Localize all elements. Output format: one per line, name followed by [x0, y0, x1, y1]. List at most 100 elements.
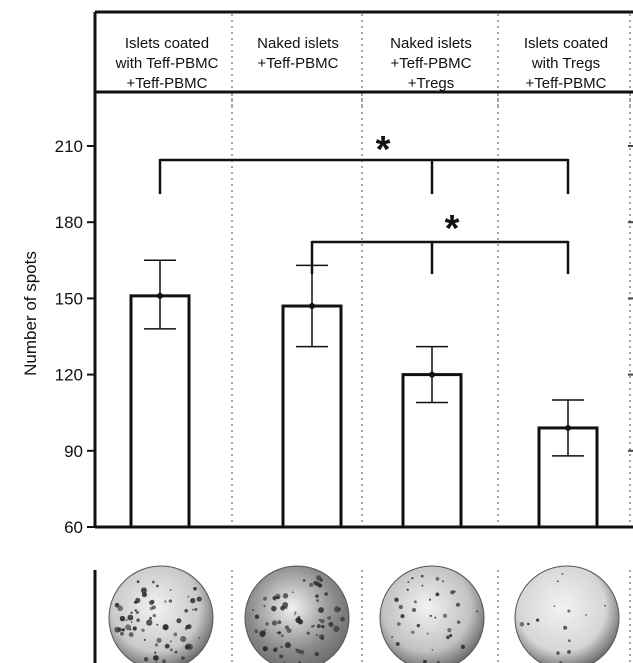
- well-spot: [143, 638, 146, 641]
- well-spot: [420, 574, 424, 578]
- mean-marker: [309, 303, 315, 310]
- mean-marker: [429, 371, 435, 378]
- well-spot: [553, 605, 556, 607]
- well-spot: [184, 608, 189, 613]
- well-spot: [446, 635, 450, 640]
- well-spot: [280, 646, 283, 648]
- category-label-line: Naked islets: [257, 35, 339, 52]
- well-spot: [148, 600, 154, 606]
- well-spot: [176, 618, 182, 624]
- well-spot: [435, 576, 440, 581]
- well-spot: [442, 613, 448, 618]
- category-label-line: with Teff-PBMC: [115, 55, 219, 72]
- category-label-line: +Teff-PBMC: [391, 55, 472, 72]
- well-spot: [117, 605, 124, 612]
- well-spot: [556, 651, 560, 655]
- well-spot: [563, 625, 568, 630]
- well-images-panel: [93, 565, 631, 663]
- well-spot: [263, 604, 266, 608]
- well-spot: [169, 589, 172, 592]
- well-spot: [130, 621, 133, 623]
- well-spot: [181, 656, 185, 660]
- well-spot: [293, 613, 296, 616]
- well-spot: [411, 630, 415, 635]
- well-image: [379, 565, 485, 663]
- well-spot: [328, 621, 334, 627]
- well-spot: [436, 660, 440, 663]
- y-tick-label: 210: [55, 137, 83, 156]
- well-spot: [316, 599, 320, 602]
- well-spot: [125, 624, 132, 631]
- well-spot: [435, 592, 440, 597]
- well-spot: [431, 649, 434, 651]
- well-spot: [119, 615, 126, 622]
- mean-marker: [157, 292, 163, 299]
- significance-star: *: [445, 208, 460, 250]
- well-spot: [136, 580, 140, 584]
- category-label-line: +Teff-PBMC: [526, 75, 607, 92]
- well-spot: [277, 620, 282, 625]
- well-spot: [292, 591, 294, 594]
- well-spot: [396, 622, 401, 626]
- well-spot: [441, 580, 444, 583]
- well-spot: [327, 616, 332, 620]
- well-spot: [333, 625, 340, 633]
- well-spot: [120, 631, 124, 636]
- category-label-line: with Tregs: [531, 55, 600, 72]
- well-spot: [460, 644, 466, 649]
- well-spot: [121, 628, 125, 632]
- well-spot: [519, 622, 525, 627]
- well-spot: [169, 648, 173, 652]
- well-spot: [338, 608, 341, 611]
- category-header-panel: Islets coated with Teff-PBMC +Teff-PBMC Nak…: [93, 10, 633, 110]
- well-spot: [561, 572, 564, 575]
- well-spot: [141, 591, 148, 598]
- well-spot: [318, 618, 321, 622]
- well-spot: [297, 619, 304, 625]
- well-spot: [306, 631, 310, 635]
- well-spot: [192, 608, 194, 611]
- well-spot: [295, 648, 298, 651]
- well-spot: [184, 644, 190, 650]
- well-spot: [259, 632, 265, 638]
- y-tick-label: 90: [64, 442, 83, 461]
- well-spot: [130, 611, 133, 614]
- well-spot: [135, 610, 139, 615]
- well-spot: [279, 654, 284, 659]
- well-spot: [154, 643, 159, 647]
- well-spot: [604, 604, 607, 607]
- y-tick-label: 150: [55, 289, 83, 308]
- category-label-line: +Teff-PBMC: [127, 75, 208, 92]
- well-spot: [315, 634, 319, 637]
- category-label: Islets coated with Teff-PBMC +Teff-PBMC: [115, 35, 219, 92]
- well-spot: [187, 595, 190, 598]
- well-spot: [302, 579, 306, 582]
- well-spot: [128, 632, 134, 637]
- well-image: [244, 565, 350, 663]
- category-label-line: Islets coated: [125, 35, 209, 52]
- well-spot: [314, 581, 320, 587]
- well-spot: [319, 634, 325, 640]
- well-spot: [152, 614, 156, 618]
- well-spot: [426, 632, 429, 635]
- well-spot: [125, 618, 128, 622]
- well-spot: [164, 643, 170, 649]
- well-spot: [168, 599, 173, 603]
- y-axis-title: Number of spots: [21, 251, 40, 376]
- well-spot: [450, 590, 455, 595]
- well-spot: [585, 613, 588, 616]
- well-spot: [174, 650, 178, 654]
- well-spot: [146, 619, 153, 626]
- well-spot: [263, 596, 267, 601]
- well-spot: [297, 615, 301, 619]
- well-spot: [277, 631, 282, 635]
- category-label-line: +Teff-PBMC: [258, 55, 339, 72]
- well-spot: [140, 587, 147, 594]
- well-spot: [556, 580, 559, 583]
- well-spot: [162, 624, 169, 631]
- well-spot: [411, 607, 417, 613]
- well-spot: [567, 639, 571, 643]
- well-spot: [274, 593, 281, 600]
- well-spot: [321, 624, 325, 629]
